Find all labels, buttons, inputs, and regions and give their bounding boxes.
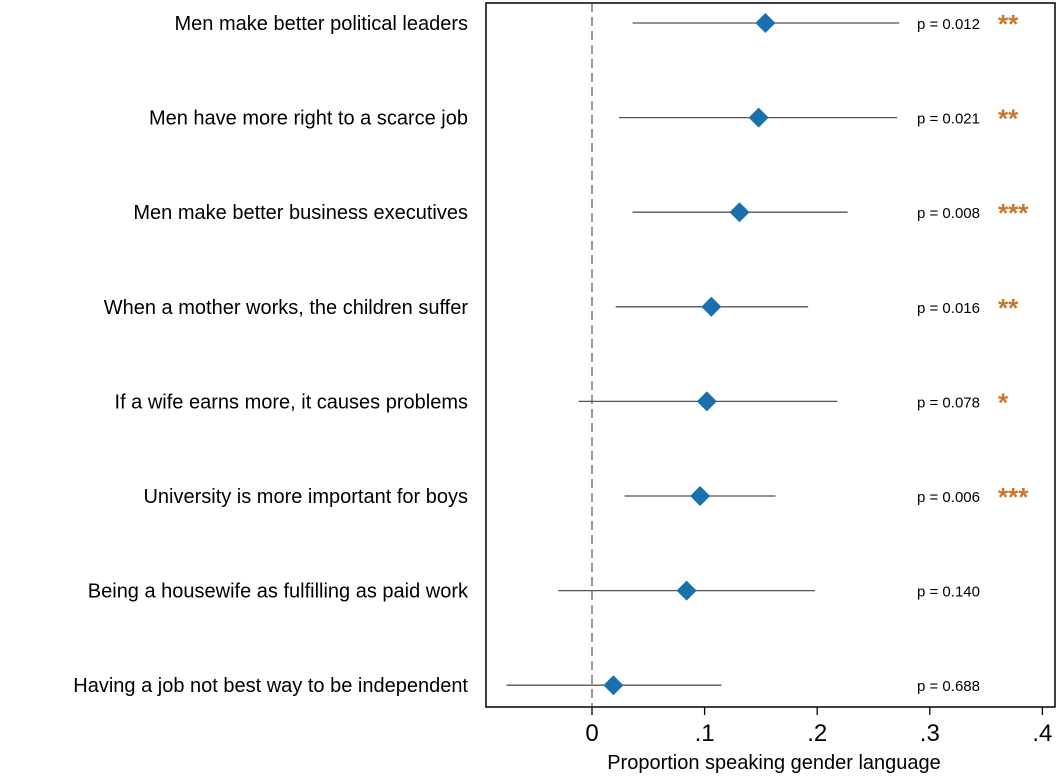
category-label: Having a job not best way to be independ… xyxy=(73,675,468,697)
significance-stars: ** xyxy=(998,9,1019,39)
category-label: When a mother works, the children suffer xyxy=(104,297,469,319)
category-label: Being a housewife as fulfilling as paid … xyxy=(88,581,469,603)
p-value-label: p = 0.008 xyxy=(917,205,980,222)
p-value-label: p = 0.688 xyxy=(917,678,980,695)
estimate-marker xyxy=(603,675,624,696)
x-tick-label: .2 xyxy=(807,720,827,747)
category-labels: Men make better political leaders Men hav… xyxy=(73,13,469,697)
x-axis: 0 .1 .2 .3 .4 xyxy=(585,707,1052,747)
estimate-marker xyxy=(729,202,750,223)
estimate-marker xyxy=(748,107,769,128)
category-label: Men have more right to a scarce job xyxy=(149,108,468,130)
confidence-intervals xyxy=(506,22,900,686)
significance-stars: *** xyxy=(998,482,1029,512)
significance-stars: ** xyxy=(998,104,1019,134)
point-estimates xyxy=(603,13,776,696)
significance-stars: * xyxy=(998,387,1009,417)
x-tick-label: .1 xyxy=(695,720,715,747)
x-tick-label: .4 xyxy=(1032,720,1052,747)
estimate-marker xyxy=(701,296,722,317)
p-value-label: p = 0.021 xyxy=(917,111,980,128)
category-label: Men make better business executives xyxy=(133,202,468,224)
significance-stars: ** xyxy=(998,293,1019,323)
category-label: If a wife earns more, it causes problems xyxy=(115,391,468,413)
plot-frame xyxy=(485,2,1056,708)
estimate-marker xyxy=(755,13,776,33)
estimate-marker xyxy=(696,391,717,412)
p-value-labels: p = 0.012 **p = 0.021 **p = 0.008 ***p = 0.… xyxy=(917,9,1029,695)
x-axis-title: Proportion speaking gender language xyxy=(607,752,941,774)
category-label: University is more important for boys xyxy=(143,486,468,508)
estimate-marker xyxy=(676,580,697,601)
category-label: Men make better political leaders xyxy=(175,13,468,35)
p-value-label: p = 0.006 xyxy=(917,489,980,506)
p-value-label: p = 0.140 xyxy=(917,584,980,601)
p-value-label: p = 0.078 xyxy=(917,394,980,411)
x-tick-label: 0 xyxy=(585,720,598,747)
p-value-label: p = 0.016 xyxy=(917,300,980,317)
significance-stars: *** xyxy=(998,198,1029,228)
estimate-marker xyxy=(690,486,711,506)
x-tick-label: .3 xyxy=(920,720,940,747)
p-value-label: p = 0.012 xyxy=(917,16,980,33)
